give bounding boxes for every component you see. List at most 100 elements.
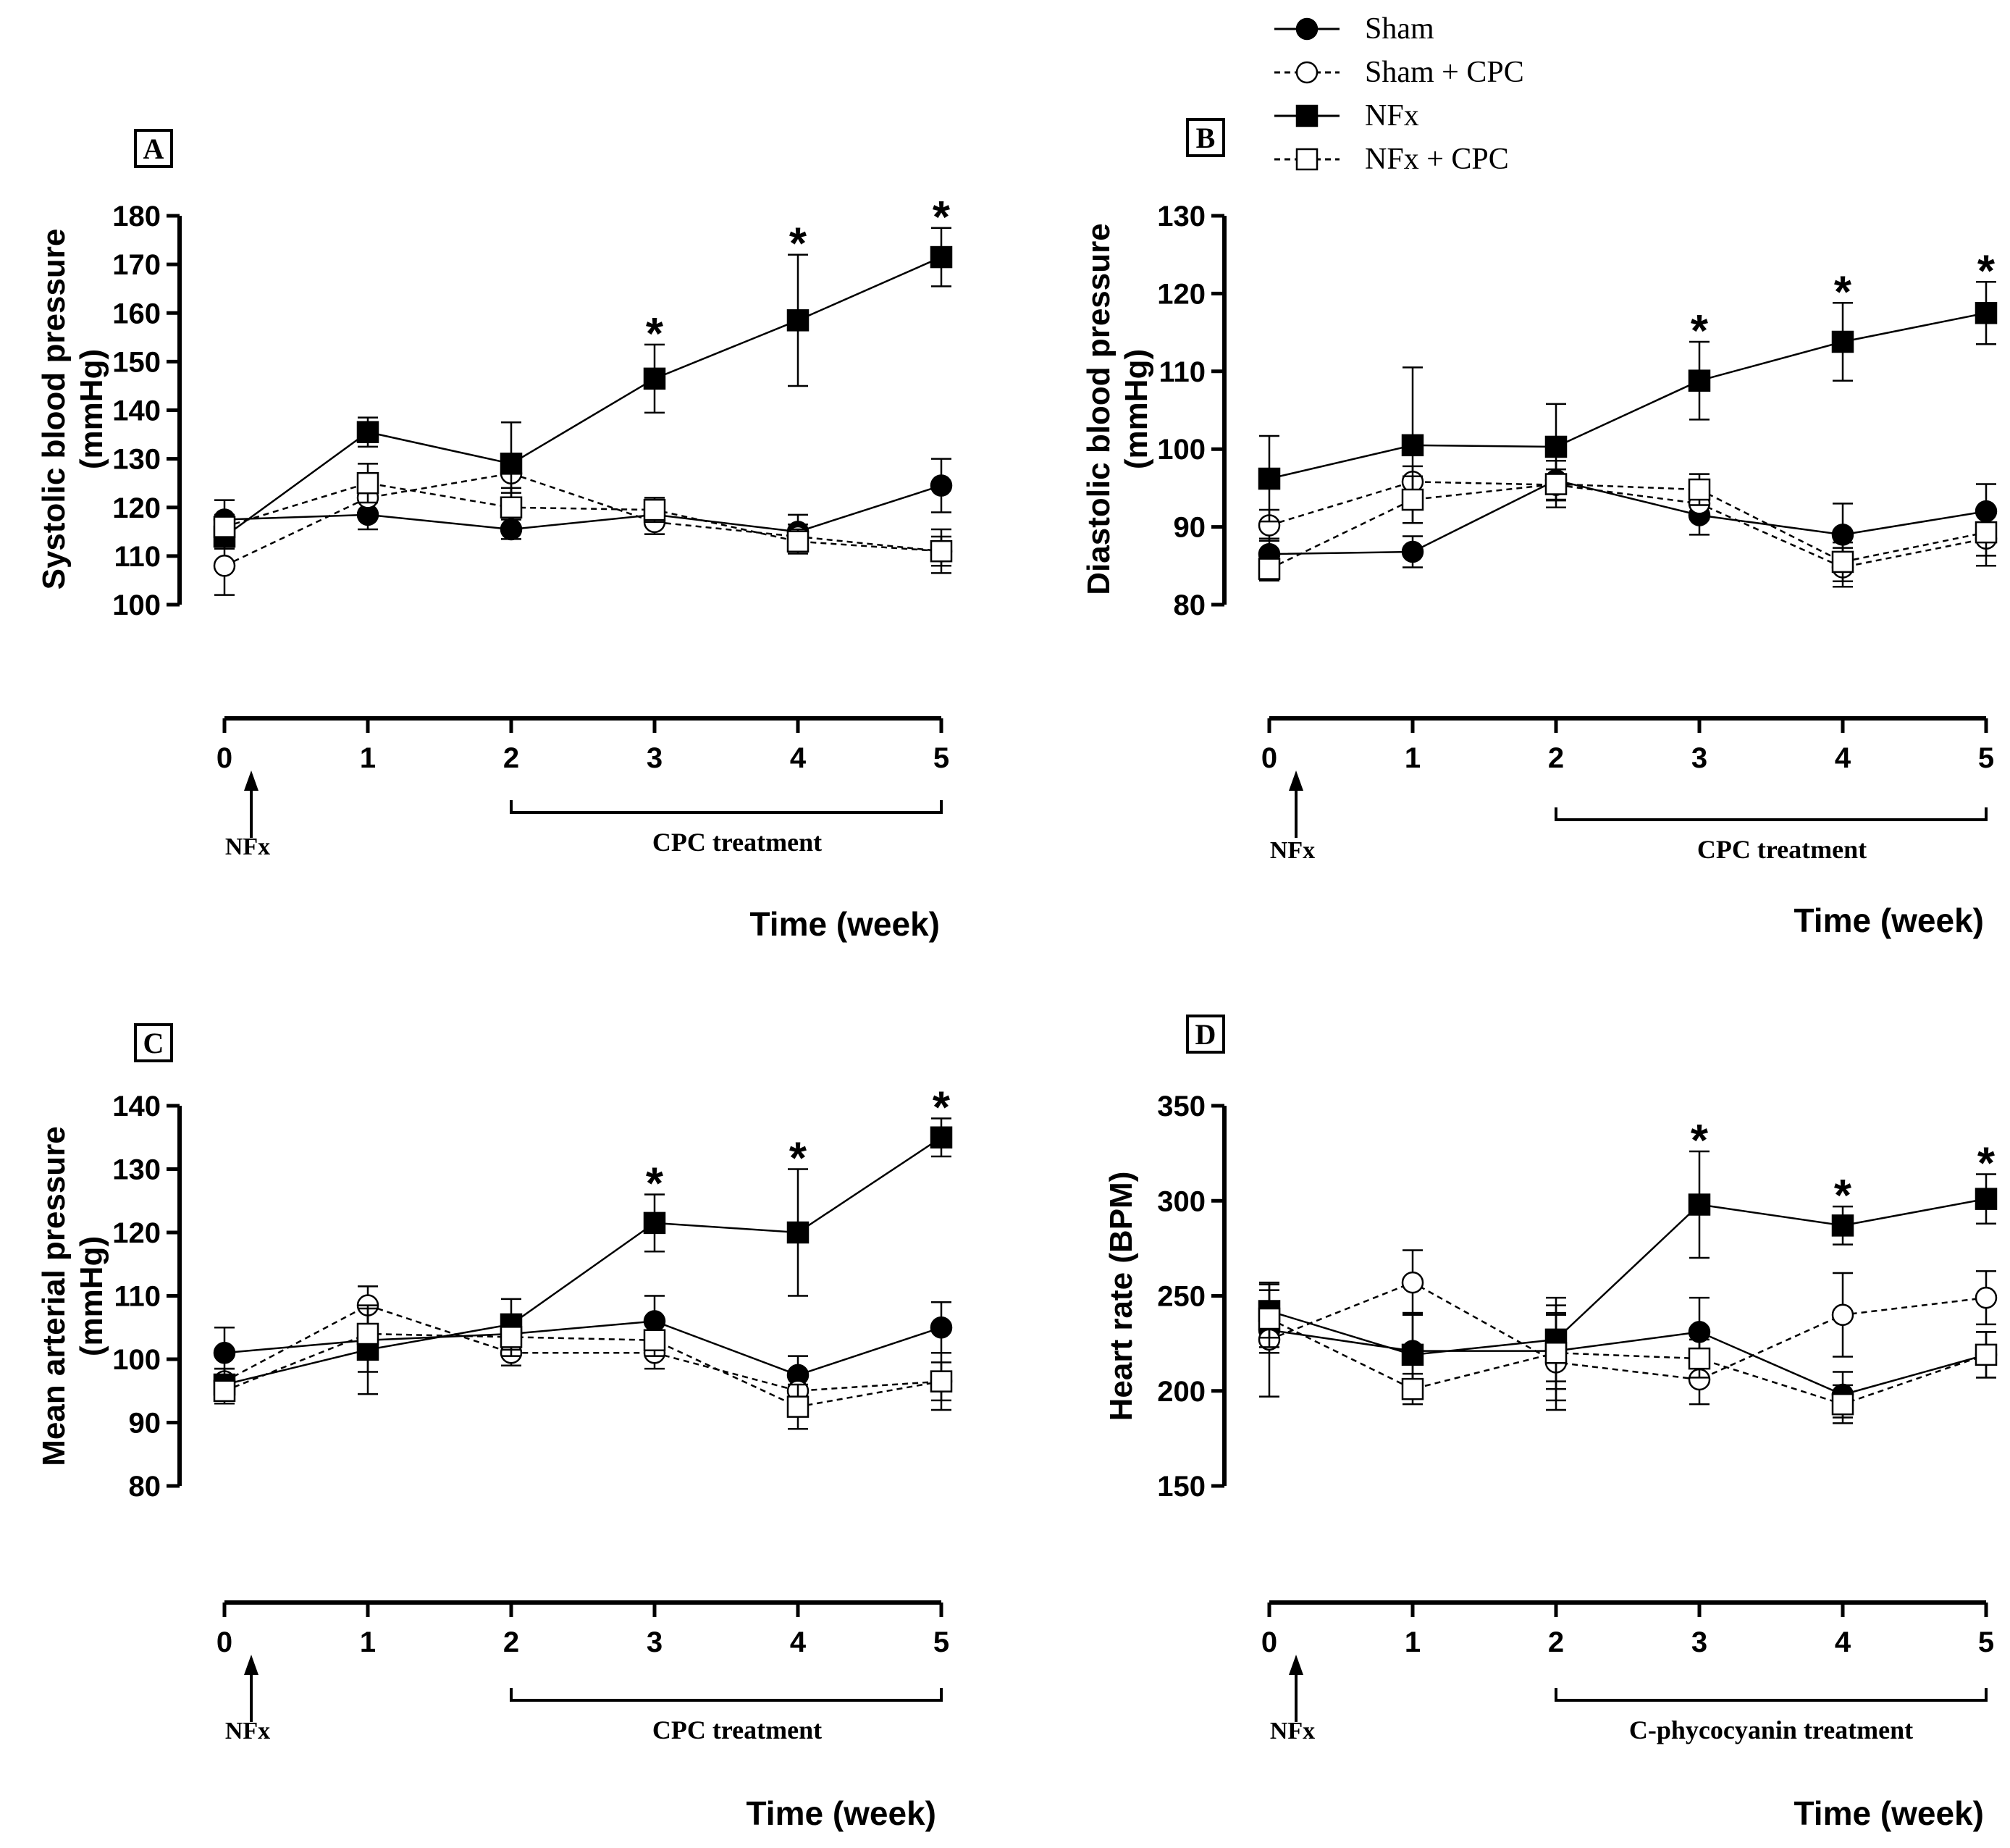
panel-letter-box (1186, 1015, 1225, 1054)
treatment-label: CPC treatment (1697, 835, 1867, 864)
y-tick-label: 130 (1157, 201, 1206, 232)
treatment-label: CPC treatment (652, 828, 822, 857)
series-line (224, 482, 942, 553)
legend-item-4: NFx + CPC (1274, 143, 1509, 176)
y-tick-label: 250 (1157, 1281, 1206, 1313)
data-point (1401, 540, 1424, 563)
y-tick-label: 170 (112, 249, 161, 281)
data-point (643, 1329, 666, 1351)
legend-item-1: Sham (1274, 12, 1434, 46)
data-point (1975, 521, 1998, 544)
panel-d: D 150 200 250 300 350 Heart rate (BPM) 0 1 2 3 4 5 NF… (1103, 1015, 1998, 1832)
data-point (500, 453, 523, 475)
data-point (213, 1342, 236, 1364)
panel-letter: B (1196, 122, 1216, 154)
y-tick-label: 110 (1159, 356, 1206, 388)
data-point (1258, 558, 1281, 580)
y-tick-label: 140 (112, 395, 161, 427)
data-point (1401, 1343, 1424, 1366)
x-tick-label: 0 (1261, 742, 1277, 774)
y-tick-label: 120 (112, 492, 161, 524)
y-tick-label: 120 (1157, 278, 1206, 310)
y-tick-label: 100 (1157, 434, 1206, 466)
series-line (1269, 483, 1987, 570)
series-line (1269, 1329, 1987, 1396)
treatment-bracket (1555, 1688, 1988, 1702)
y-tick-label: 120 (112, 1217, 161, 1249)
y-tick-label: 100 (112, 1344, 161, 1376)
y-axis-label: (mmHg) (74, 1236, 109, 1356)
x-axis-label: Time (week) (747, 1794, 936, 1832)
legend-label: NFx (1365, 99, 1419, 133)
legend-item-2: Sham + CPC (1274, 56, 1524, 89)
x-tick-label: 5 (1978, 742, 1994, 774)
y-axis-label: Diastolic blood pressure (1081, 223, 1117, 595)
data-point (1401, 488, 1424, 511)
series-line (1269, 479, 1987, 555)
nfx-label: NFx (225, 1718, 270, 1744)
x-tick-label: 2 (1548, 742, 1564, 774)
significance-star: * (1977, 246, 1996, 296)
x-tick-label: 1 (1405, 742, 1421, 774)
legend-label: Sham + CPC (1365, 56, 1524, 89)
data-point (786, 530, 810, 553)
series-line (224, 484, 942, 533)
data-point (356, 1322, 379, 1345)
series-line (1269, 312, 1987, 480)
nfx-arrow-icon (1289, 770, 1303, 791)
nfx-arrow-icon (1289, 1655, 1303, 1675)
series-line (1269, 1198, 1987, 1356)
y-tick-label: 130 (112, 1154, 161, 1186)
data-point (786, 1221, 810, 1244)
panel-letter-box (134, 129, 173, 168)
data-point (930, 1370, 953, 1393)
data-point (1831, 1393, 1854, 1416)
y-tick-label: 80 (1174, 589, 1206, 621)
data-point (1688, 1347, 1711, 1370)
data-point (213, 1379, 236, 1402)
data-point (1401, 1377, 1424, 1400)
data-point (1831, 1303, 1854, 1326)
y-tick-label: 90 (1174, 512, 1206, 544)
data-point (1401, 1271, 1424, 1294)
significance-star: * (646, 309, 664, 359)
data-point (1258, 467, 1281, 490)
data-point (1831, 550, 1854, 574)
legend-label: Sham (1365, 12, 1434, 46)
y-tick-label: 150 (1157, 1471, 1206, 1503)
panel-letter: A (143, 133, 164, 165)
data-point (1688, 369, 1711, 392)
data-point (643, 1211, 666, 1235)
data-point (643, 498, 666, 521)
series-line (1269, 1317, 1987, 1406)
y-tick-label: 300 (1157, 1185, 1206, 1217)
legend: Sham Sham + CPC NFx NFx + CPC (1274, 12, 1524, 176)
series-4 (1258, 1289, 1998, 1424)
series-line (224, 1136, 942, 1386)
data-point (1688, 478, 1711, 501)
legend-item-3: NFx (1274, 99, 1419, 133)
x-axis-label: Time (week) (1794, 1794, 1984, 1832)
x-tick-label: 0 (216, 742, 232, 774)
data-point (786, 1395, 810, 1418)
y-tick-label: 90 (129, 1408, 161, 1440)
series-2 (1258, 465, 1998, 588)
y-tick-label: 110 (114, 541, 161, 573)
data-point (1975, 1343, 1998, 1366)
data-point (1831, 1214, 1854, 1237)
data-point (213, 516, 236, 538)
data-point (1688, 1193, 1711, 1216)
x-axis-label: Time (week) (1794, 902, 1984, 939)
data-point (930, 539, 953, 563)
significance-star: * (1834, 267, 1852, 317)
y-axis-label: (mmHg) (74, 349, 109, 469)
data-point (1544, 473, 1568, 495)
x-tick-label: 2 (503, 742, 519, 774)
x-tick-label: 1 (1405, 1626, 1421, 1658)
panel-letter: C (143, 1027, 164, 1059)
data-point (643, 367, 666, 390)
series-line (1269, 481, 1987, 568)
